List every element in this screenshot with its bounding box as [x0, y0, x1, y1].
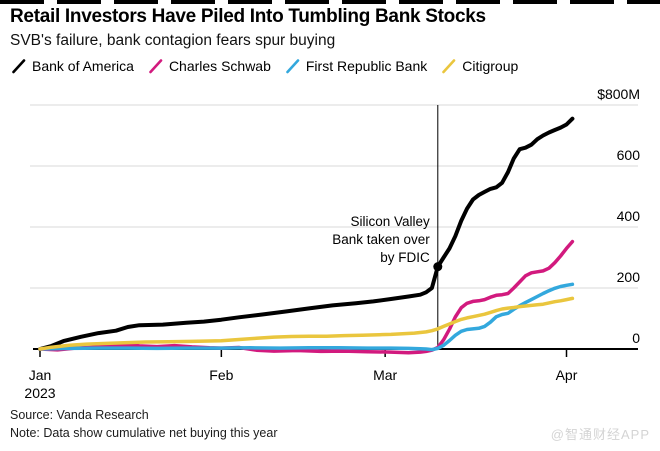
series-line-first-republic-bank — [38, 282, 575, 352]
legend-label: Bank of America — [32, 58, 134, 74]
y-axis-label-400: 400 — [617, 208, 641, 224]
y-axis-label-0: 0 — [632, 330, 640, 346]
source-note-block: Source: Vanda Research Note: Data show c… — [10, 406, 278, 442]
series-line-citigroup — [38, 296, 575, 351]
series-line-bank-of-america — [38, 116, 575, 351]
source-text: Source: Vanda Research — [10, 408, 149, 422]
legend-label: Charles Schwab — [168, 58, 271, 74]
x-axis-year-label: 2023 — [24, 385, 55, 401]
top-crop-strip — [0, 0, 660, 4]
legend-label: First Republic Bank — [305, 58, 428, 74]
svb-annotation-line-2: by FDIC — [380, 250, 430, 265]
x-axis-label-jan: Jan — [29, 367, 52, 383]
legend-slash-icon — [442, 58, 456, 73]
x-axis-label-feb: Feb — [209, 367, 233, 383]
legend-label: Citigroup — [462, 58, 519, 74]
svb-annotation-line-0: Silicon Valley — [351, 214, 431, 229]
x-axis-label-apr: Apr — [556, 367, 578, 383]
legend-item-citigroup: Citigroup — [442, 58, 518, 74]
legend-slash-icon — [12, 58, 26, 73]
legend-item-bank-of-america: Bank of America — [12, 58, 134, 74]
y-axis-label-200: 200 — [617, 269, 641, 285]
watermark: @智通财经APP — [550, 427, 650, 442]
x-axis-label-mar: Mar — [373, 367, 397, 383]
legend-item-charles-schwab: Charles Schwab — [149, 58, 271, 74]
svb-event-marker — [433, 262, 443, 272]
legend-slash-icon — [286, 58, 300, 73]
cumulative-net-buying-chart: $800M 600 400 200 0 Jan Feb Mar Apr 2023 Silicon V… — [24, 86, 641, 401]
chart-legend: Bank of America Charles Schwab First Repub… — [12, 58, 518, 74]
y-axis-label-600: 600 — [617, 147, 641, 163]
legend-item-first-republic-bank: First Republic Bank — [286, 58, 427, 74]
legend-slash-icon — [149, 58, 163, 73]
chart-subtitle: SVB's failure, bank contagion fears spur… — [10, 32, 336, 49]
chart-title: Retail Investors Have Piled Into Tumblin… — [10, 6, 486, 27]
y-axis-label-800: $800M — [597, 86, 640, 102]
note-text: Note: Data show cumulative net buying th… — [10, 426, 278, 440]
svb-annotation-line-1: Bank taken over — [332, 232, 430, 247]
